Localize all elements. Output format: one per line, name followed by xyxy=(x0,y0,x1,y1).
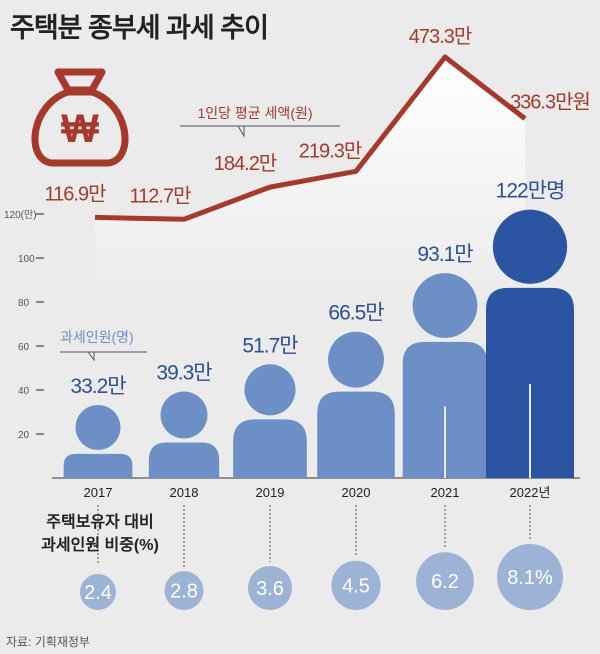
x-tick-label: 2022년 xyxy=(510,485,551,500)
svg-text:₩: ₩ xyxy=(61,107,99,151)
people-value-label: 33.2만 xyxy=(70,375,126,398)
people-value-label: 66.5만 xyxy=(328,302,384,325)
x-tick-label: 2021 xyxy=(431,485,460,500)
bubble-value-label: 3.6 xyxy=(256,578,284,600)
ratio-bubble: 2.4 xyxy=(80,505,116,610)
line-area-fill xyxy=(95,57,525,300)
bubble-circle xyxy=(80,574,116,610)
y-tick-label: 60 xyxy=(18,342,30,353)
y-tick-label: 80 xyxy=(18,298,30,309)
avg-tax-value-label: 184.2만 xyxy=(214,152,277,175)
people-value-label: 51.7만 xyxy=(242,334,298,357)
person-head xyxy=(160,391,208,439)
bubble-value-label: 6.2 xyxy=(431,571,459,593)
people-value-label: 93.1만 xyxy=(417,243,473,266)
person-head xyxy=(412,273,478,338)
line-legend-label: 1인당 평균 세액(원) xyxy=(197,105,312,121)
people-legend-callout xyxy=(60,351,147,362)
bubble-circle xyxy=(331,560,381,610)
person-head xyxy=(75,404,121,450)
bubble-value-label: 4.5 xyxy=(342,575,370,597)
person-body xyxy=(317,391,395,478)
ratio-bubble: 8.1% xyxy=(496,505,564,611)
person-bar: 66.5만 xyxy=(317,302,395,478)
people-value-label: 122만명 xyxy=(496,180,565,203)
ratio-bubble: 3.6 xyxy=(247,505,293,610)
x-tick-label: 2018 xyxy=(170,485,199,500)
person-bar: 51.7만 xyxy=(233,334,307,478)
avg-tax-value-label: 219.3만 xyxy=(299,139,362,162)
x-tick-label: 2020 xyxy=(342,485,371,500)
x-tick-label: 2019 xyxy=(256,485,285,500)
y-tick-label: 120(만) xyxy=(4,209,37,221)
bubble-value-label: 2.8 xyxy=(170,581,198,603)
person-body xyxy=(486,287,574,478)
source-note: 자료: 기획재정부 xyxy=(6,635,90,649)
person-body xyxy=(63,453,133,478)
avg-tax-value-label: 112.7만 xyxy=(130,184,192,207)
avg-tax-line xyxy=(94,54,527,222)
person-bar: 39.3만 xyxy=(148,362,220,478)
line-legend-callout xyxy=(180,125,340,138)
person-bar: 93.1만 xyxy=(402,243,488,478)
x-tick-label: 2017 xyxy=(84,485,113,500)
avg-tax-value-label: 473.3만 xyxy=(409,25,472,48)
bubble-value-label: 8.1% xyxy=(507,567,553,589)
page-title: 주택분 종부세 과세 추이 xyxy=(10,13,269,43)
person-head xyxy=(244,364,296,416)
person-head xyxy=(328,331,384,388)
people-legend-label: 과세인원(명) xyxy=(60,329,134,345)
person-head xyxy=(492,209,568,284)
bubble-legend-line2: 과세인원 비중(%) xyxy=(41,536,159,554)
avg-tax-value-label: 116.9만 xyxy=(45,182,107,205)
bubble-value-label: 2.4 xyxy=(84,582,112,604)
won-money-bag-icon: ₩ xyxy=(31,68,129,167)
person-body xyxy=(148,442,220,478)
ratio-bubble: 4.5 xyxy=(331,505,381,610)
ratio-bubble: 2.8 xyxy=(164,505,204,610)
avg-tax-value-label: 336.3만원 xyxy=(510,91,590,114)
y-tick-label: 20 xyxy=(18,430,30,441)
bubble-circle xyxy=(496,543,564,611)
person-body xyxy=(233,419,307,478)
ratio-bubble: 6.2 xyxy=(416,505,474,610)
bubble-circle xyxy=(247,565,293,610)
person-bar: 122만명 xyxy=(486,180,574,478)
y-tick-label: 100 xyxy=(18,254,35,265)
y-tick-label: 40 xyxy=(18,386,30,397)
person-bar: 33.2만 xyxy=(63,375,133,478)
bubble-circle xyxy=(164,571,204,610)
bubble-circle xyxy=(416,552,474,610)
bubble-legend-line1: 주택보유자 대비 xyxy=(46,513,154,531)
people-value-label: 39.3만 xyxy=(156,362,212,385)
